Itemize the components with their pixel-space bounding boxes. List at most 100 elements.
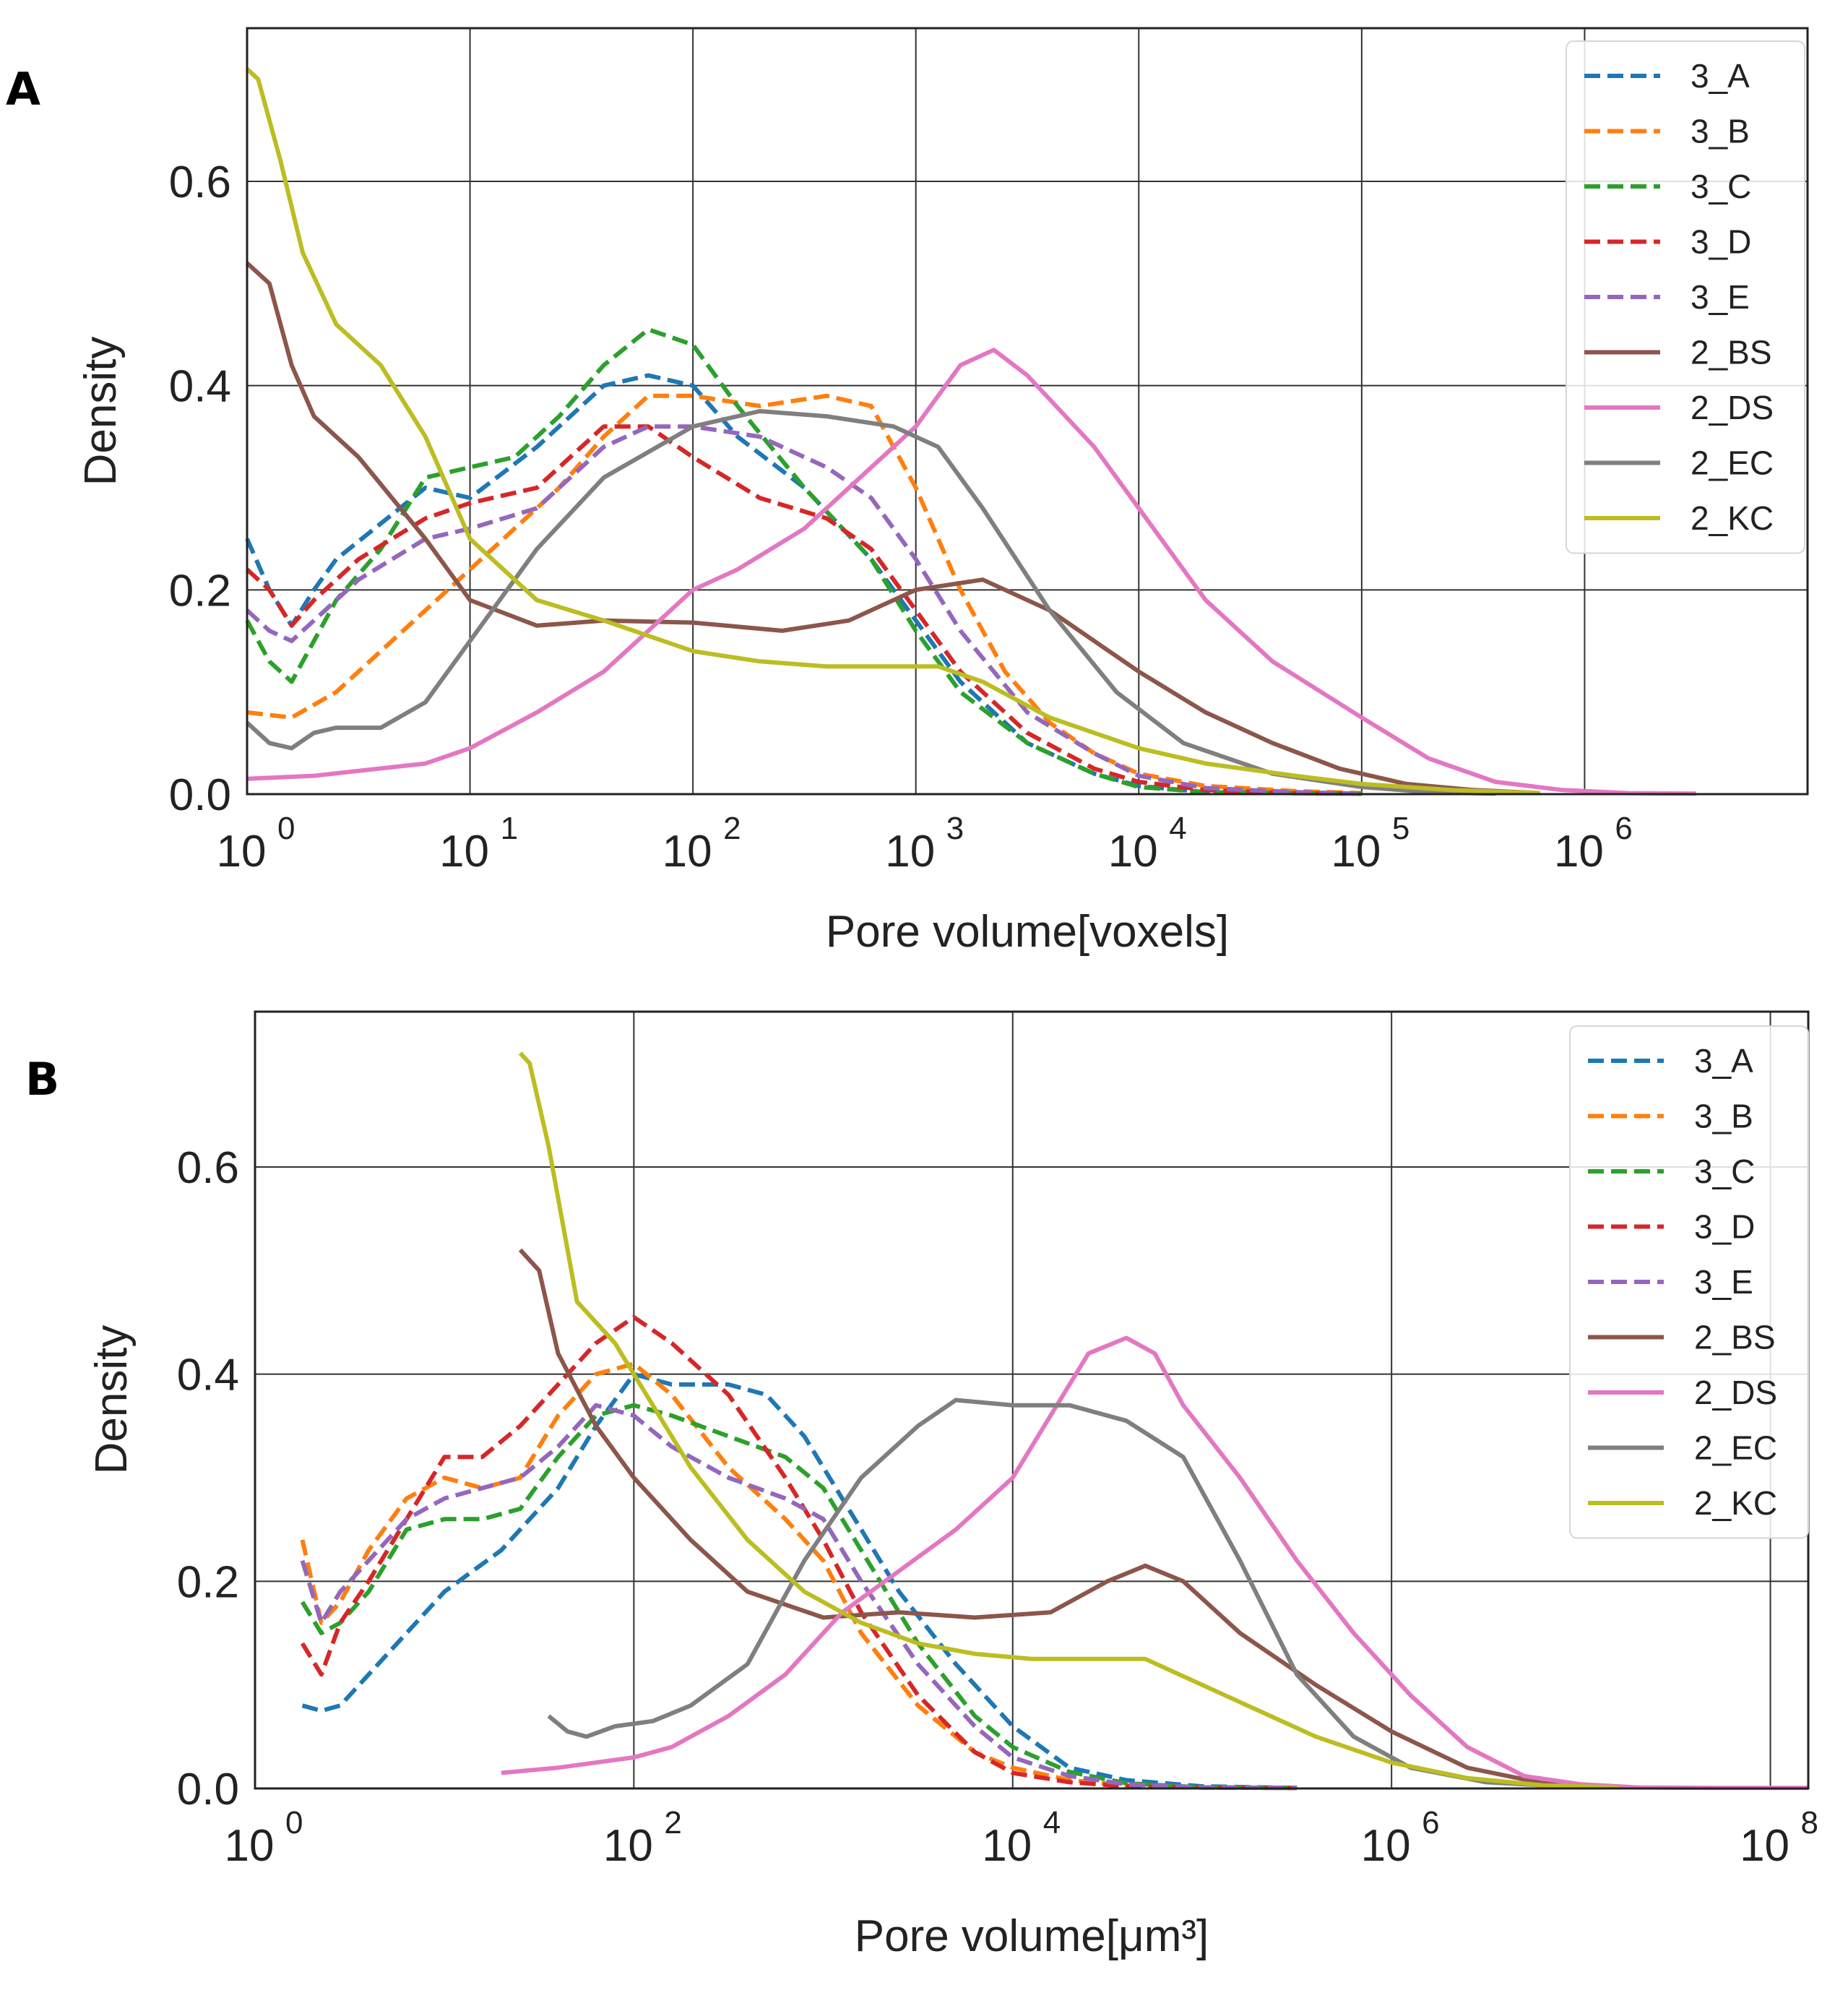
panel-a-x-axis-label: Pore volume[voxels] [826,907,1229,957]
panel-b-series-3-d [300,1314,1298,1791]
panel-a-series-2-kc [245,67,1540,796]
panel-a-x-tick-label: 10 6 [1554,811,1633,877]
panel-b-series-2-ec [547,1398,1581,1790]
panel-b-legend-frame [1569,1025,1809,1539]
panel-a-series-3-c [245,327,1362,796]
panel-a: A 0.0 0.2 0.4 0.6 10 0 10 1 10 2 10 3 10 4 10 5 10 6 Por… [6,27,1809,957]
panel-b-x-tick-exponent: 8 [1801,1805,1818,1840]
panel-a-legend-label-3-a: 3_A [1691,57,1750,95]
panel-b-x-tick-label: 10 6 [1361,1805,1440,1871]
panel-a-x-tick-base: 10 [662,827,712,877]
panel-a-x-tick-label: 10 2 [662,811,741,877]
panel-b-y-tick-label: 0.2 [177,1557,239,1607]
panel-a-series-3-d [245,424,1362,796]
panel-b-series-3-c [300,1403,1298,1791]
panel-b-x-tick-base: 10 [225,1821,275,1871]
panel-a-series-2-bs [245,261,1540,796]
panel-b: B 0.0 0.2 0.4 0.6 10 0 10 2 10 4 10 6 10 8 Pore volu… [25,1010,1819,1961]
panel-a-legend-label-2-ds: 2_DS [1691,389,1774,426]
panel-b-series-3-a [301,1372,1298,1791]
panel-a-y-tick-label: 0.2 [169,566,231,616]
panel-a-legend-label-2-bs: 2_BS [1691,334,1772,371]
panel-b-y-tick-label: 0.4 [177,1351,239,1400]
panel-b-legend-label-3-c: 3_C [1694,1153,1755,1190]
panel-a-x-tick-exponent: 0 [277,811,295,846]
panel-b-x-tick-exponent: 0 [285,1805,303,1840]
panel-a-legend: 3_A 3_B 3_C 3_D 3_E 2_BS 2_DS 2_EC 2_KC [1566,40,1805,554]
panel-b-legend-label-3-e: 3_E [1694,1263,1753,1301]
panel-a-x-tick-exponent: 1 [501,811,518,846]
panel-a-y-ticks: 0.0 0.2 0.4 0.6 [169,158,231,820]
panel-a-letter: A [6,63,40,116]
panel-b-legend-label-2-ec: 2_EC [1694,1429,1777,1467]
panel-b-y-tick-label: 0.6 [177,1143,239,1193]
panel-a-axes-frame [246,27,1809,796]
panel-b-legend-label-3-d: 3_D [1694,1208,1755,1246]
panel-a-x-tick-base: 10 [1554,827,1604,877]
panel-b-x-axis-label: Pore volume[μm³] [855,1911,1209,1961]
panel-a-x-tick-exponent: 2 [723,811,741,846]
panel-a-legend-label-2-ec: 2_EC [1691,444,1774,482]
panel-b-x-ticks: 10 0 10 2 10 4 10 6 10 8 [225,1805,1819,1871]
panel-b-series-3-b [300,1361,1298,1791]
panel-a-x-tick-exponent: 4 [1169,811,1186,846]
panel-a-x-tick-base: 10 [885,827,935,877]
panel-a-legend-label-3-e: 3_E [1691,278,1750,316]
panel-a-x-tick-label: 10 4 [1108,811,1187,877]
panel-b-x-tick-exponent: 6 [1422,1805,1439,1840]
panel-a-legend-label-3-d: 3_D [1691,223,1751,261]
panel-a-series [245,67,1696,796]
panel-b-x-tick-base: 10 [982,1821,1032,1871]
panel-a-x-ticks: 10 0 10 1 10 2 10 3 10 4 10 5 10 6 [217,811,1633,877]
panel-a-series-2-ds [246,348,1696,796]
panel-b-y-tick-label: 0.0 [177,1765,239,1814]
panel-a-series-3-b [246,393,1362,796]
panel-b-legend: 3_A 3_B 3_C 3_D 3_E 2_BS 2_DS 2_EC 2_KC [1569,1025,1809,1539]
panel-a-x-tick-label: 10 3 [885,811,964,877]
panel-b-x-tick-exponent: 2 [664,1805,681,1840]
panel-a-legend-label-3-b: 3_B [1691,113,1750,150]
panel-b-x-tick-label: 10 8 [1740,1805,1818,1871]
panel-a-x-tick-label: 10 5 [1331,811,1409,877]
panel-b-x-tick-label: 10 0 [225,1805,303,1871]
panel-b-letter: B [25,1053,59,1106]
panel-a-y-tick-label: 0.4 [169,362,231,412]
panel-a-x-tick-exponent: 6 [1615,811,1632,846]
panel-b-series-3-e [300,1403,1298,1791]
panel-b-x-tick-label: 10 2 [603,1805,682,1871]
panel-a-x-tick-exponent: 5 [1392,811,1409,846]
panel-b-x-tick-base: 10 [603,1821,653,1871]
panel-a-series-3-e [245,424,1362,796]
panel-a-y-tick-label: 0.0 [169,770,231,820]
panel-a-x-tick-label: 10 0 [217,811,295,877]
panel-b-legend-label-2-kc: 2_KC [1694,1484,1777,1522]
panel-a-x-tick-base: 10 [439,827,489,877]
panel-b-x-tick-base: 10 [1361,1821,1411,1871]
panel-a-legend-label-3-c: 3_C [1691,168,1751,205]
panel-a-y-axis-label: Density [76,337,126,486]
panel-b-series [300,1051,1808,1791]
panel-b-series-2-kc [518,1051,1619,1790]
panel-a-x-tick-label: 10 1 [439,811,518,877]
panel-b-legend-label-3-b: 3_B [1694,1098,1753,1135]
panel-a-x-tick-base: 10 [1331,827,1381,877]
panel-b-series-2-ds [501,1335,1808,1791]
panel-b-y-axis-label: Density [87,1325,137,1475]
panel-a-series-2-ec [245,409,1496,796]
panel-a-legend-frame [1566,40,1805,554]
panel-a-x-tick-base: 10 [1108,827,1158,877]
panel-b-legend-label-3-a: 3_A [1694,1042,1753,1080]
panel-b-x-tick-exponent: 4 [1043,1805,1061,1840]
panel-b-legend-label-2-bs: 2_BS [1694,1319,1776,1356]
panel-a-legend-label-2-kc: 2_KC [1691,499,1774,537]
panel-a-x-tick-exponent: 3 [946,811,964,846]
panel-a-x-tick-base: 10 [217,827,267,877]
panel-b-x-tick-base: 10 [1740,1821,1789,1871]
panel-a-y-tick-label: 0.6 [169,158,231,207]
panel-b-y-ticks: 0.0 0.2 0.4 0.6 [177,1143,239,1814]
panel-b-legend-label-2-ds: 2_DS [1694,1374,1777,1411]
panel-b-x-tick-label: 10 4 [982,1805,1061,1871]
